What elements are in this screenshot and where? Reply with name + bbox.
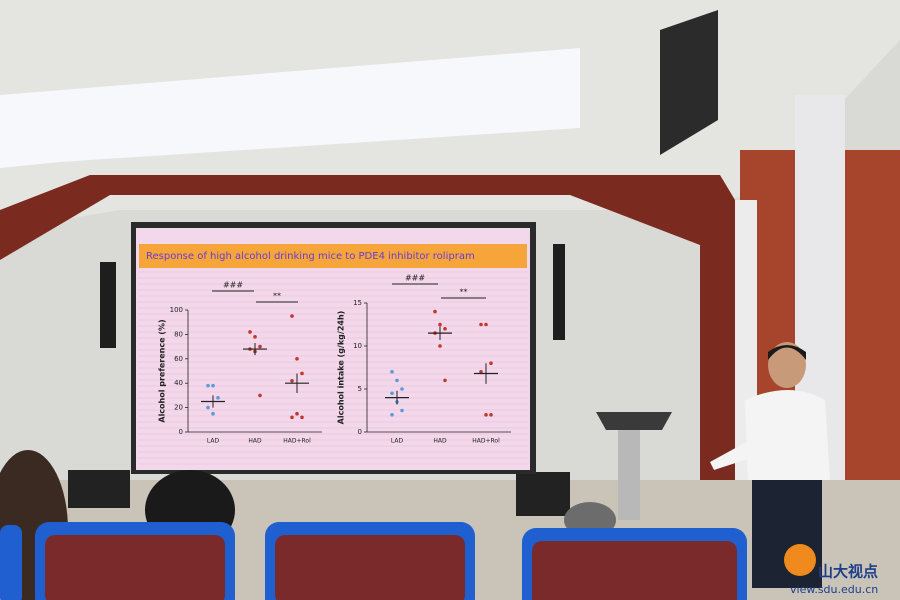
x-tick-label: HAD+Rol	[283, 438, 311, 445]
person-shirt	[745, 390, 830, 480]
seat-back	[275, 535, 465, 600]
data-point	[216, 396, 220, 400]
significance-label: **	[460, 288, 468, 297]
data-point	[433, 309, 437, 314]
ceiling-light	[0, 48, 580, 168]
person-hair	[768, 345, 806, 360]
seat	[0, 525, 22, 600]
y-tick-label: 20	[174, 404, 183, 412]
significance-label: **	[273, 292, 281, 301]
x-tick-label: HAD	[248, 438, 262, 445]
data-point	[484, 322, 488, 327]
x-tick-label: LAD	[207, 438, 220, 445]
y-tick-label: 10	[353, 342, 362, 350]
data-point	[206, 405, 210, 410]
y-tick-label: 100	[170, 306, 183, 314]
data-point	[290, 378, 294, 383]
significance-label: ###	[223, 281, 243, 290]
data-point	[443, 327, 447, 331]
data-point	[400, 408, 404, 413]
slide-title-bar	[139, 244, 527, 268]
data-point	[300, 415, 304, 420]
significance-label: ###	[405, 274, 425, 283]
y-tick-label: 0	[358, 428, 362, 436]
watermark-name: 山大视点	[818, 563, 878, 581]
x-tick-label: LAD	[391, 438, 404, 445]
data-point	[395, 378, 399, 383]
y-tick-label: 80	[174, 330, 183, 338]
data-point	[479, 322, 483, 327]
wood-frame	[0, 175, 735, 520]
data-point	[489, 361, 493, 366]
data-point	[211, 411, 215, 416]
person-legs	[752, 478, 822, 588]
data-point	[390, 413, 394, 417]
y-tick-label: 0	[179, 428, 183, 436]
data-point	[258, 393, 262, 398]
y-tick-label: 60	[174, 355, 183, 363]
data-point	[489, 413, 493, 417]
y-tick-label: 40	[174, 379, 183, 387]
seat-back	[532, 541, 737, 600]
watermark-logo	[784, 544, 816, 576]
data-point	[400, 387, 404, 391]
watermark-url: view.sdu.edu.cn	[790, 583, 878, 596]
data-point	[438, 344, 442, 348]
x-tick-label: HAD	[433, 438, 447, 445]
person-arm	[710, 440, 760, 470]
data-point	[295, 357, 299, 361]
screen	[136, 228, 530, 470]
data-point	[258, 344, 262, 349]
data-point	[248, 330, 252, 334]
x-tick-label: HAD+Rol	[472, 438, 500, 445]
data-point	[206, 383, 210, 388]
data-point	[390, 391, 394, 396]
seat-back	[45, 535, 225, 600]
data-point	[295, 411, 299, 416]
speaker	[100, 262, 116, 348]
podium-stand	[618, 430, 640, 520]
data-point	[443, 378, 447, 383]
speaker-box	[516, 472, 570, 516]
data-point	[290, 415, 294, 420]
speaker-box	[68, 470, 130, 508]
data-point	[484, 413, 488, 417]
speaker	[553, 244, 565, 340]
data-point	[290, 314, 294, 318]
data-point	[438, 322, 442, 327]
data-point	[390, 370, 394, 374]
vent	[660, 10, 718, 155]
y-axis-label: Alcohol intake (g/kg/24h)	[337, 311, 346, 425]
person-head	[768, 342, 806, 388]
y-tick-label: 5	[358, 385, 362, 393]
slide-title: Response of high alcohol drinking mice t…	[146, 251, 475, 262]
y-tick-label: 15	[353, 299, 362, 307]
y-axis-label: Alcohol preference (%)	[158, 319, 167, 422]
data-point	[211, 383, 215, 388]
podium	[596, 412, 672, 430]
data-point	[300, 371, 304, 376]
scanlines	[138, 271, 528, 465]
data-point	[479, 370, 483, 374]
data-point	[253, 335, 257, 339]
